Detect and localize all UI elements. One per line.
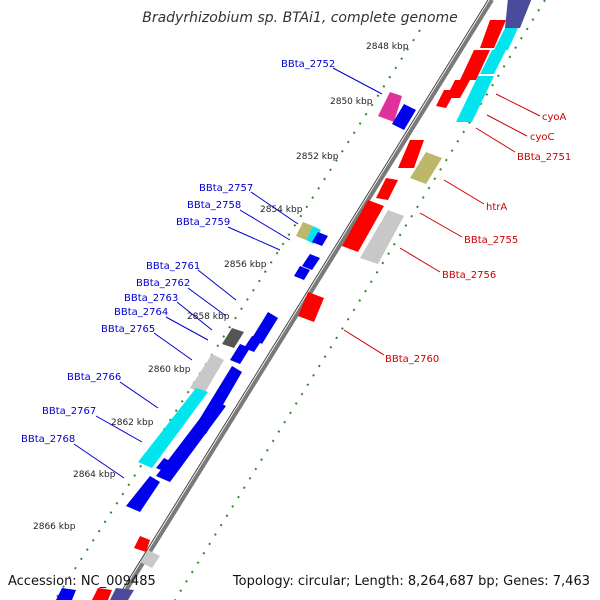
gene-label-BBta_2761[interactable]: BBta_2761 (146, 261, 200, 272)
gene-arrow[interactable] (410, 152, 442, 184)
gene-arrow[interactable] (436, 90, 456, 108)
leader-line (119, 381, 159, 409)
gene-label-BBta_2755[interactable]: BBta_2755 (464, 235, 518, 246)
gene-arrow[interactable] (298, 292, 324, 322)
gene-arrow[interactable] (156, 458, 172, 472)
gene-label-BBta_2757[interactable]: BBta_2757 (199, 183, 253, 194)
gene-arrow[interactable] (56, 588, 76, 600)
gene-label-htrA[interactable]: htrA (486, 202, 507, 213)
accession-text: Accession: NC_009485 (8, 574, 156, 589)
leader-line (399, 247, 441, 273)
leader-line (419, 212, 463, 238)
leader-line (495, 93, 541, 117)
leader-line (95, 415, 143, 443)
genome-summary-text: Topology: circular; Length: 8,264,687 bp… (232, 574, 590, 589)
gene-arrow[interactable] (190, 354, 224, 394)
gene-label-cyoC[interactable]: cyoC (530, 132, 555, 143)
gene-label-BBta_2765[interactable]: BBta_2765 (101, 324, 155, 335)
gene-label-BBta_2762[interactable]: BBta_2762 (136, 278, 190, 289)
scale-tick-label: 2852 kbp (296, 152, 339, 162)
scale-tick-label: 2850 kbp (330, 97, 373, 107)
gene-arrow[interactable] (230, 344, 250, 364)
gene-label-BBta_2768[interactable]: BBta_2768 (21, 434, 75, 445)
leader-line (250, 191, 299, 225)
scale-tick-label: 2848 kbp (366, 42, 409, 52)
minus-strand-labels: BBta_2752 BBta_2757 BBta_2758 BBta_2759 … (21, 59, 383, 479)
leader-line (153, 332, 193, 361)
gene-arrow[interactable] (312, 232, 328, 246)
gene-arrow[interactable] (294, 266, 310, 280)
gene-arrow[interactable] (296, 222, 313, 240)
gene-arrow[interactable] (494, 28, 518, 50)
gene-label-BBta_2767[interactable]: BBta_2767 (42, 406, 96, 417)
leader-line (197, 269, 237, 301)
leader-line (165, 316, 209, 341)
scale-tick-label: 2864 kbp (73, 470, 116, 480)
plus-strand-labels: cyoA cyoC BBta_2751 htrA BBta_2755 BBta_… (343, 93, 571, 365)
gene-arrow[interactable] (302, 254, 320, 270)
scale-tick-label: 2862 kbp (111, 418, 154, 428)
leader-line (73, 443, 125, 479)
leader-line (343, 329, 385, 356)
gene-arrow[interactable] (460, 50, 490, 80)
gene-arrow[interactable] (140, 550, 160, 568)
gene-arrow[interactable] (456, 76, 494, 122)
gene-arrow[interactable] (110, 588, 134, 600)
leader-line (443, 179, 485, 205)
map-title: Bradyrhizobium sp. BTAi1, complete genom… (142, 10, 458, 26)
gene-label-BBta_2764[interactable]: BBta_2764 (114, 307, 168, 318)
gene-arrow[interactable] (138, 388, 208, 468)
leader-line (176, 301, 213, 331)
gene-label-cyoA[interactable]: cyoA (542, 112, 567, 123)
scale-labels: 2848 kbp 2850 kbp 2852 kbp 2854 kbp 2856… (33, 42, 409, 532)
scale-tick-label: 2866 kbp (33, 522, 76, 532)
gene-arrow[interactable] (376, 178, 398, 200)
gene-arrow[interactable] (392, 104, 416, 130)
gene-arrow[interactable] (505, 0, 532, 28)
scale-tick-label: 2856 kbp (224, 260, 267, 270)
gene-label-BBta_2752[interactable]: BBta_2752 (281, 59, 335, 70)
gene-arrow[interactable] (134, 536, 150, 552)
scale-tick-label: 2854 kbp (260, 205, 303, 215)
scale-tick-label: 2858 kbp (187, 312, 230, 322)
gene-arrow[interactable] (92, 588, 112, 600)
gene-arrow[interactable] (222, 328, 244, 348)
gene-arrow[interactable] (156, 400, 226, 482)
leader-line (475, 127, 516, 153)
gene-arrow[interactable] (378, 92, 402, 122)
gene-label-BBta_2759[interactable]: BBta_2759 (176, 217, 230, 228)
gene-arrow[interactable] (126, 476, 160, 512)
plus-strand-features (92, 0, 532, 600)
gene-arrow[interactable] (252, 312, 278, 344)
leader-line (332, 67, 383, 95)
gene-label-BBta_2756[interactable]: BBta_2756 (442, 270, 496, 281)
outer-tick-ring (54, 29, 421, 600)
gene-arrow[interactable] (480, 50, 506, 74)
gene-arrow[interactable] (398, 140, 424, 168)
minus-strand-features (56, 92, 416, 600)
gene-label-BBta_2758[interactable]: BBta_2758 (187, 200, 241, 211)
leader-line (486, 114, 528, 137)
gene-label-BBta_2763[interactable]: BBta_2763 (124, 293, 178, 304)
leader-line (187, 287, 227, 317)
gene-label-BBta_2751[interactable]: BBta_2751 (517, 152, 571, 163)
gene-label-BBta_2760[interactable]: BBta_2760 (385, 354, 439, 365)
gene-label-BBta_2766[interactable]: BBta_2766 (67, 372, 121, 383)
gene-arrow[interactable] (306, 226, 321, 244)
gene-arrow[interactable] (360, 210, 404, 264)
gene-arrow[interactable] (480, 20, 506, 48)
leader-line (239, 209, 291, 241)
scale-tick-label: 2860 kbp (148, 365, 191, 375)
gene-arrow[interactable] (342, 200, 384, 252)
inner-tick-ring (174, 0, 546, 600)
leader-line (227, 226, 281, 251)
genome-backbone-shadow (115, 0, 489, 600)
